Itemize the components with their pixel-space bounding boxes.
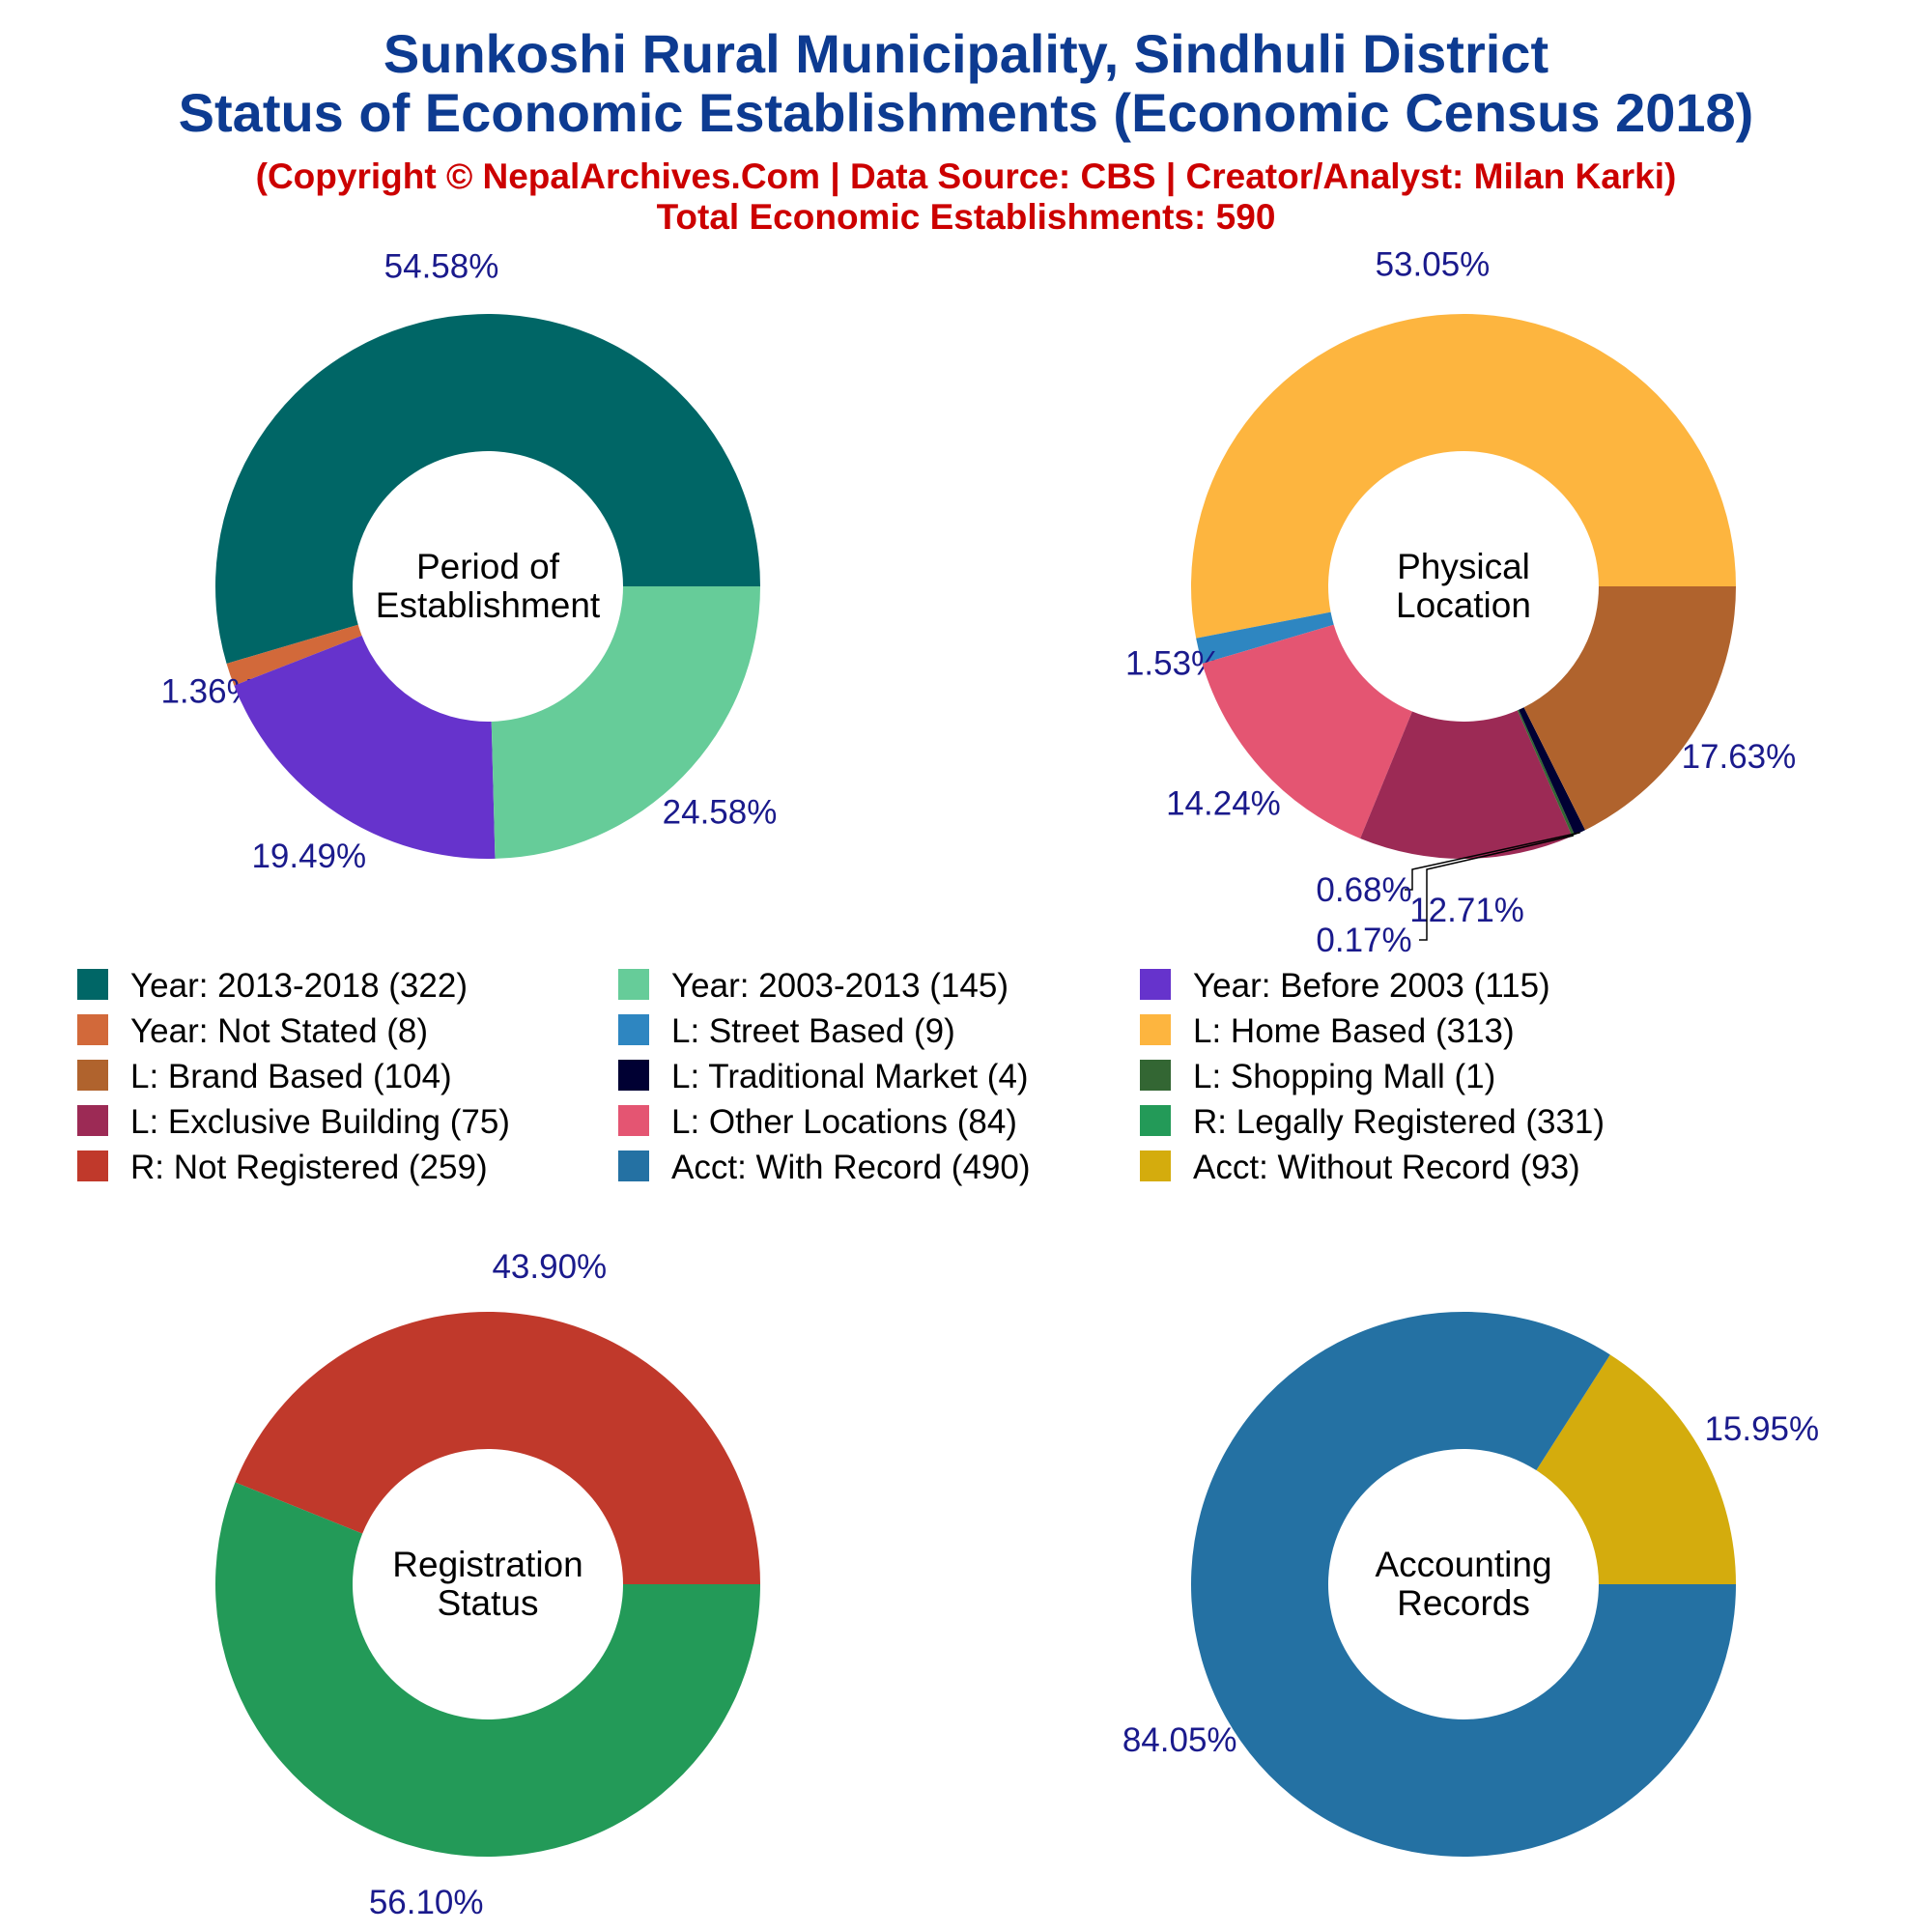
legend-item: R: Not Registered (259): [77, 1149, 488, 1186]
legend-label: Year: Not Stated (8): [130, 1012, 428, 1050]
slice-percent-label: 0.17%: [1316, 922, 1411, 959]
legend-item: Year: 2003-2013 (145): [618, 967, 1009, 1005]
legend-swatch: [77, 1151, 108, 1181]
legend-label: L: Traditional Market (4): [671, 1058, 1029, 1095]
slice-percent-label: 14.24%: [1166, 785, 1281, 823]
donut-center-label: Physical: [1397, 547, 1530, 586]
chart-subtitle-total: Total Economic Establishments: 590: [657, 197, 1276, 237]
legend-swatch: [1140, 1060, 1171, 1091]
donut-center-label: Location: [1396, 585, 1531, 625]
donut-slice: [1536, 1354, 1736, 1584]
legend-swatch: [1140, 1105, 1171, 1136]
legend-label: L: Street Based (9): [671, 1012, 955, 1050]
legend-item: Acct: Without Record (93): [1140, 1149, 1580, 1186]
legend-item: Year: Before 2003 (115): [1140, 967, 1550, 1005]
donut-center-label: Status: [438, 1583, 539, 1623]
donut-slice: [234, 635, 496, 860]
legend-item: Year: Not Stated (8): [77, 1012, 428, 1050]
legend-swatch: [618, 969, 649, 1000]
legend-item: L: Traditional Market (4): [618, 1058, 1029, 1095]
legend-item: Acct: With Record (490): [618, 1149, 1031, 1186]
donut-slice: [226, 624, 362, 686]
legend-swatch: [77, 1014, 108, 1045]
legend-label: L: Exclusive Building (75): [130, 1103, 510, 1141]
legend-swatch: [77, 1105, 108, 1136]
legend-label: Year: 2003-2013 (145): [671, 967, 1009, 1005]
legend-swatch: [618, 1060, 649, 1091]
slice-percent-label: 56.10%: [369, 1884, 484, 1921]
donut-slice: [1190, 313, 1736, 639]
slice-percent-label: 43.90%: [492, 1248, 607, 1286]
legend-item: R: Legally Registered (331): [1140, 1103, 1605, 1141]
donut-slice: [1191, 1311, 1736, 1857]
legend-swatch: [618, 1105, 649, 1136]
legend-label: L: Other Locations (84): [671, 1103, 1017, 1141]
donut-chart-1: 54.58%1.36%19.49%24.58%Period ofEstablis…: [160, 247, 777, 875]
legend-swatch: [618, 1151, 649, 1181]
leader-line: [1419, 835, 1574, 941]
slice-percent-label: 54.58%: [384, 247, 499, 285]
slice-percent-label: 12.71%: [1409, 892, 1524, 929]
legend-label: Acct: Without Record (93): [1193, 1149, 1580, 1186]
legend-swatch: [618, 1014, 649, 1045]
donut-slice: [1517, 709, 1576, 837]
donut-slice: [1360, 710, 1573, 859]
donut-slice: [214, 313, 761, 664]
donut-slice: [215, 1482, 761, 1857]
slice-percent-label: 0.68%: [1316, 871, 1411, 909]
legend-item: L: Shopping Mall (1): [1140, 1058, 1495, 1095]
legend-label: L: Shopping Mall (1): [1193, 1058, 1495, 1095]
legend-label: Acct: With Record (490): [671, 1149, 1031, 1186]
donut-slice: [235, 1311, 761, 1584]
legend-label: L: Home Based (313): [1193, 1012, 1515, 1050]
donut-chart-2: 53.05%1.53%14.24%12.71%0.17%0.68%17.63%P…: [1125, 246, 1796, 959]
donut-center-label: Accounting: [1375, 1545, 1551, 1584]
legend-item: L: Home Based (313): [1140, 1012, 1515, 1050]
donut-center-label: Period of: [416, 547, 560, 586]
donut-center-label: Records: [1397, 1583, 1530, 1623]
donut-charts: 54.58%1.36%19.49%24.58%Period ofEstablis…: [160, 246, 1819, 1921]
legend-label: L: Brand Based (104): [130, 1058, 452, 1095]
slice-percent-label: 24.58%: [663, 794, 778, 832]
donut-center-label: Establishment: [376, 585, 601, 625]
chart-title-line2: Status of Economic Establishments (Econo…: [179, 82, 1754, 143]
slice-percent-label: 53.05%: [1376, 246, 1491, 284]
legend-label: Year: 2013-2018 (322): [130, 967, 468, 1005]
legend: Year: 2013-2018 (322) Year: 2003-2013 (14…: [77, 967, 1605, 1186]
donut-slice: [1519, 707, 1586, 836]
legend-item: L: Brand Based (104): [77, 1058, 452, 1095]
legend-swatch: [77, 1060, 108, 1091]
legend-item: Year: 2013-2018 (322): [77, 967, 468, 1005]
donut-slice: [491, 586, 760, 859]
slice-percent-label: 84.05%: [1122, 1721, 1237, 1759]
legend-swatch: [1140, 969, 1171, 1000]
leader-line: [1405, 832, 1580, 891]
legend-item: L: Other Locations (84): [618, 1103, 1017, 1141]
chart-title-line1: Sunkoshi Rural Municipality, Sindhuli Di…: [384, 23, 1548, 84]
legend-swatch: [1140, 1014, 1171, 1045]
slice-percent-label: 19.49%: [251, 838, 366, 875]
donut-center-label: Registration: [392, 1545, 582, 1584]
legend-label: R: Legally Registered (331): [1193, 1103, 1605, 1141]
legend-swatch: [77, 969, 108, 1000]
legend-item: L: Exclusive Building (75): [77, 1103, 510, 1141]
slice-percent-label: 15.95%: [1704, 1410, 1819, 1448]
legend-label: R: Not Registered (259): [130, 1149, 488, 1186]
donut-slice: [1196, 611, 1334, 664]
donut-slice: [1523, 586, 1736, 831]
donut-slice: [1202, 624, 1412, 838]
chart-subtitle-copyright: (Copyright © NepalArchives.Com | Data So…: [256, 156, 1677, 197]
legend-item: L: Street Based (9): [618, 1012, 955, 1050]
slice-percent-label: 17.63%: [1682, 738, 1797, 776]
legend-label: Year: Before 2003 (115): [1193, 967, 1550, 1005]
legend-swatch: [1140, 1151, 1171, 1181]
